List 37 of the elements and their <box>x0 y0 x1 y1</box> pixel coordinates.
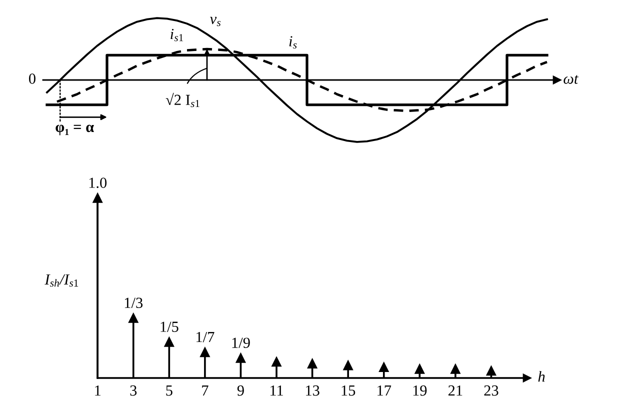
y-axis-title: I$_{sh}$/I$_{s1}$ <box>44 274 78 287</box>
point <box>414 364 425 374</box>
x-tick-label: 11 <box>270 385 283 396</box>
data-label: 1/3 <box>124 298 143 308</box>
text: 0 <box>29 74 36 84</box>
data-label: 1.0 <box>89 178 107 188</box>
series-label: i$_{s}$ <box>289 36 297 48</box>
x-axis-title: h <box>538 371 545 382</box>
point <box>486 366 496 376</box>
x-tick-label: 19 <box>413 385 427 396</box>
x-tick-label: 23 <box>484 385 498 396</box>
annotation: √2 I$_{s1}$ <box>166 92 200 108</box>
point <box>343 360 353 370</box>
point <box>236 353 246 363</box>
annotation: φ₁ = α <box>56 124 94 136</box>
data-label: 1/9 <box>232 338 250 348</box>
point <box>164 337 174 347</box>
x-tick-label: 21 <box>448 385 462 396</box>
point <box>200 347 210 358</box>
x-tick-label: 1 <box>95 385 101 396</box>
point <box>379 362 389 372</box>
x-axis-title: ωt <box>564 75 579 84</box>
point <box>128 313 138 323</box>
x-tick-label: 15 <box>342 385 356 396</box>
data-label: 1/5 <box>160 322 178 332</box>
point <box>307 358 318 368</box>
x-tick-label: 7 <box>202 386 208 396</box>
series-label: i$_{s1}$ <box>170 28 184 42</box>
x-tick-label: 3 <box>130 385 137 396</box>
x-tick-label: 17 <box>378 385 392 396</box>
series-label: v$_{s}$ <box>210 16 221 26</box>
point <box>272 356 282 367</box>
x-tick-label: 9 <box>237 385 244 396</box>
point <box>450 364 460 374</box>
x-tick-label: 13 <box>306 385 320 396</box>
x-tick-label: 5 <box>166 386 172 396</box>
data-label: 1/7 <box>196 332 214 342</box>
